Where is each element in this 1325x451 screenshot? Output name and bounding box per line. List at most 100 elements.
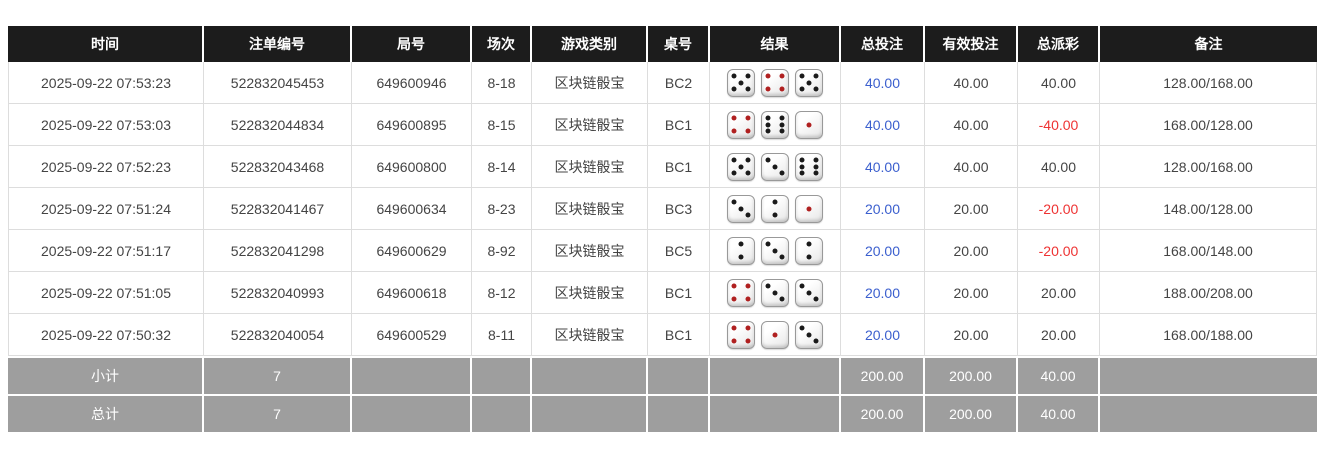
column-header-round-id: 局号 [352,26,472,62]
die-3-icon [761,152,789,181]
column-header-remark: 备注 [1100,26,1317,62]
cell-valid-bet: 20.00 [925,272,1018,314]
cell-result [710,146,841,188]
column-header-time: 时间 [8,26,204,62]
table-row: 2025-09-22 07:51:24 522832041467 6496006… [8,188,1317,230]
cell-time: 2025-09-22 07:53:03 [8,104,204,146]
cell-result [710,230,841,272]
summary-empty-cell [648,356,710,394]
cell-payout: 20.00 [1018,272,1100,314]
table-row: 2025-09-22 07:52:23 522832043468 6496008… [8,146,1317,188]
cell-remark: 128.00/168.00 [1100,146,1317,188]
bet-records-table: 时间 注单编号 局号 场次 游戏类别 桌号 结果 总投注 有效投注 总派彩 备注 2025-09-2… [8,26,1317,432]
summary-empty-cell [352,394,472,432]
cell-remark: 168.00/188.00 [1100,314,1317,356]
column-header-table-id: 桌号 [648,26,710,62]
summary-count: 7 [204,394,352,432]
cell-payout: -40.00 [1018,104,1100,146]
cell-round-id: 649600529 [352,314,472,356]
die-3-icon [795,320,823,349]
cell-game-type: 区块链骰宝 [532,272,648,314]
cell-valid-bet: 20.00 [925,314,1018,356]
cell-total-bet[interactable]: 20.00 [841,272,925,314]
cell-session: 8-11 [472,314,532,356]
summary-empty-cell [710,356,841,394]
cell-session: 8-18 [472,62,532,104]
table-footer: 小计 7 200.00 200.00 40.00 总计 7 200.00 200… [8,356,1317,432]
cell-bet-id: 522832040993 [204,272,352,314]
cell-session: 8-92 [472,230,532,272]
summary-empty-cell [710,394,841,432]
cell-payout: 40.00 [1018,146,1100,188]
cell-result [710,314,841,356]
cell-game-type: 区块链骰宝 [532,146,648,188]
cell-bet-id: 522832044834 [204,104,352,146]
summary-empty-cell [532,356,648,394]
cell-remark: 128.00/168.00 [1100,62,1317,104]
die-1-icon [795,194,823,223]
cell-table-id: BC1 [648,314,710,356]
cell-time: 2025-09-22 07:51:05 [8,272,204,314]
header-row: 时间 注单编号 局号 场次 游戏类别 桌号 结果 总投注 有效投注 总派彩 备注 [8,26,1317,62]
cell-valid-bet: 40.00 [925,104,1018,146]
summary-payout: 40.00 [1018,356,1100,394]
table-row: 2025-09-22 07:51:05 522832040993 6496006… [8,272,1317,314]
cell-remark: 168.00/148.00 [1100,230,1317,272]
table-row: 2025-09-22 07:53:03 522832044834 6496008… [8,104,1317,146]
cell-time: 2025-09-22 07:51:24 [8,188,204,230]
die-4-icon [727,278,755,307]
cell-total-bet[interactable]: 40.00 [841,104,925,146]
summary-payout: 40.00 [1018,394,1100,432]
summary-valid-bet: 200.00 [925,356,1018,394]
cell-session: 8-23 [472,188,532,230]
dice-result [710,320,840,349]
cell-total-bet[interactable]: 40.00 [841,62,925,104]
column-header-game-type: 游戏类别 [532,26,648,62]
table-row: 2025-09-22 07:50:32 522832040054 6496005… [8,314,1317,356]
cell-payout: 40.00 [1018,62,1100,104]
cell-valid-bet: 20.00 [925,188,1018,230]
cell-game-type: 区块链骰宝 [532,230,648,272]
cell-session: 8-15 [472,104,532,146]
die-6-icon [795,152,823,181]
die-2-icon [761,194,789,223]
die-4-icon [761,68,789,97]
cell-valid-bet: 40.00 [925,146,1018,188]
cell-total-bet[interactable]: 40.00 [841,146,925,188]
summary-empty-cell [472,394,532,432]
cell-table-id: BC1 [648,146,710,188]
cell-table-id: BC1 [648,104,710,146]
summary-remark [1100,394,1317,432]
cell-total-bet[interactable]: 20.00 [841,188,925,230]
cell-remark: 148.00/128.00 [1100,188,1317,230]
die-5-icon [795,68,823,97]
die-3-icon [795,278,823,307]
summary-empty-cell [472,356,532,394]
summary-empty-cell [648,394,710,432]
summary-row: 小计 7 200.00 200.00 40.00 [8,356,1317,394]
cell-table-id: BC2 [648,62,710,104]
column-header-valid-bet: 有效投注 [925,26,1018,62]
cell-time: 2025-09-22 07:52:23 [8,146,204,188]
cell-session: 8-12 [472,272,532,314]
cell-game-type: 区块链骰宝 [532,104,648,146]
column-header-total-bet: 总投注 [841,26,925,62]
cell-game-type: 区块链骰宝 [532,188,648,230]
die-2-icon [727,236,755,265]
die-4-icon [727,110,755,139]
summary-label: 总计 [8,394,204,432]
die-6-icon [761,110,789,139]
cell-total-bet[interactable]: 20.00 [841,230,925,272]
die-5-icon [727,152,755,181]
cell-total-bet[interactable]: 20.00 [841,314,925,356]
summary-total-bet: 200.00 [841,356,925,394]
column-header-payout: 总派彩 [1018,26,1100,62]
die-3-icon [761,278,789,307]
cell-bet-id: 522832045453 [204,62,352,104]
column-header-result: 结果 [710,26,841,62]
cell-time: 2025-09-22 07:51:17 [8,230,204,272]
cell-round-id: 649600895 [352,104,472,146]
dice-result [710,110,840,139]
cell-table-id: BC3 [648,188,710,230]
